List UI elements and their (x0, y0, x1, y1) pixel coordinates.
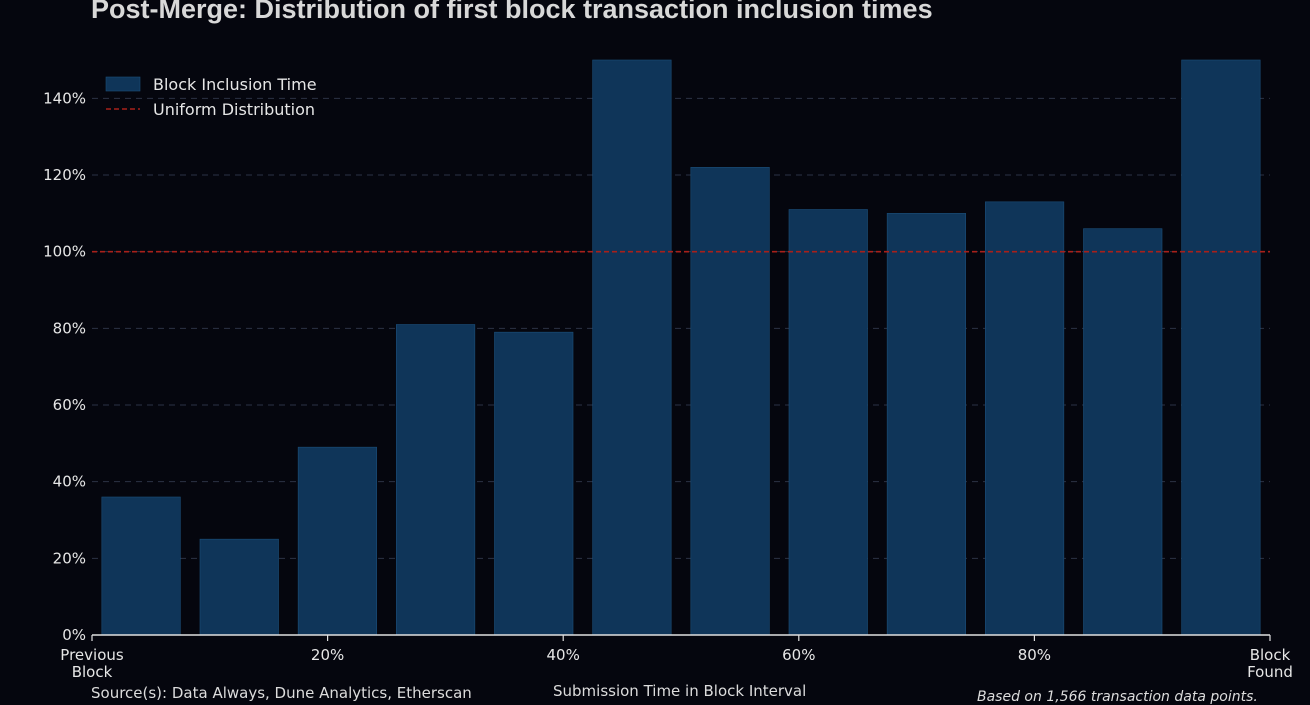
x-tick-label: Block (1250, 646, 1291, 664)
x-tick-label: 80% (1018, 646, 1051, 664)
axes: 0%20%40%60%80%100%120%140%PreviousBlock2… (43, 89, 1293, 681)
y-tick-label: 60% (53, 396, 86, 414)
x-axis-label: Submission Time in Block Interval (553, 682, 807, 700)
y-tick-label: 100% (43, 243, 86, 261)
bar (1181, 59, 1261, 636)
bar (396, 324, 476, 636)
bar (297, 446, 377, 636)
bar (1083, 228, 1163, 636)
bar (101, 496, 181, 636)
y-tick-label: 140% (43, 89, 86, 107)
chart-title: Post-Merge: Distribution of first block … (91, 0, 933, 24)
x-tick-label: Block (72, 663, 113, 681)
x-tick-label: Found (1247, 663, 1293, 681)
source-note: Source(s): Data Always, Dune Analytics, … (91, 684, 472, 702)
data-points-note: Based on 1,566 transaction data points. (977, 689, 1258, 705)
x-tick-label: Previous (60, 646, 124, 664)
legend-label-bars: Block Inclusion Time (153, 75, 317, 94)
y-tick-label: 80% (53, 319, 86, 337)
bars (101, 59, 1261, 636)
bar (592, 59, 672, 636)
bar (788, 209, 868, 636)
y-tick-label: 40% (53, 473, 86, 491)
bar (886, 213, 966, 636)
bar (494, 331, 574, 636)
bar (985, 201, 1065, 636)
x-tick-label: 60% (782, 646, 815, 664)
x-tick-label: 20% (311, 646, 344, 664)
x-tick-label: 40% (547, 646, 580, 664)
y-tick-label: 0% (62, 626, 86, 644)
bar (199, 538, 279, 636)
legend-label-line: Uniform Distribution (153, 100, 315, 119)
y-tick-label: 120% (43, 166, 86, 184)
bar (690, 167, 770, 636)
y-tick-label: 20% (53, 549, 86, 567)
legend-swatch-bars (105, 76, 141, 92)
legend: Block Inclusion Time Uniform Distribution (105, 75, 317, 119)
